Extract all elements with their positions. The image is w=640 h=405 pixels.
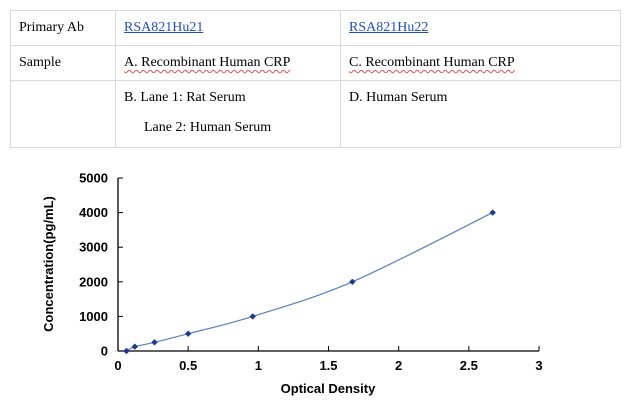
sample-c: C. Recombinant Human CRP [340, 45, 621, 81]
y-tick-label: 1000 [79, 309, 108, 324]
data-point [489, 209, 496, 216]
chart-axes [117, 178, 539, 352]
sample-label: Sample [10, 45, 116, 81]
primary-ab-link-2-text[interactable]: RSA821Hu22 [349, 20, 429, 35]
x-axis-title: Optical Density [281, 381, 376, 396]
x-tick-label: 3 [535, 358, 542, 373]
sample-a: A. Recombinant Human CRP [115, 45, 341, 81]
sample-b-line-2: Lane 2: Human Serum [144, 120, 272, 135]
sample-b-line-1: B. Lane 1: Rat Serum [124, 90, 246, 105]
x-tick-label: 2.5 [460, 358, 478, 373]
antibody-info-table: Primary Ab RSA821Hu21 RSA821Hu22 Sample … [10, 10, 621, 148]
standard-curve-chart: 0 0.5 1 1.5 2 2.5 3 0 1000 2000 3000 4000 5000 Optic… [41, 171, 543, 397]
data-point [151, 339, 158, 346]
data-point [249, 313, 256, 320]
x-tick-label: 1 [255, 358, 262, 373]
data-point [349, 278, 356, 285]
primary-ab-link-2[interactable]: RSA821Hu22 [340, 10, 621, 46]
empty-label-cell [10, 80, 116, 148]
x-tick-label: 1.5 [319, 358, 337, 373]
primary-ab-label: Primary Ab [10, 10, 116, 46]
data-point [123, 347, 130, 355]
sample-d: D. Human Serum [340, 80, 621, 148]
data-point [184, 330, 192, 337]
y-tick-label: 5000 [79, 171, 108, 186]
table-row: Sample A. Recombinant Human CRP C. Recom… [10, 45, 621, 81]
primary-ab-link-1-text[interactable]: RSA821Hu21 [124, 20, 204, 35]
sample-b: B. Lane 1: Rat Serum Lane 2: Human Serum [115, 80, 341, 148]
series-markers [123, 209, 496, 355]
y-tick-label: 0 [101, 344, 108, 359]
data-point [131, 343, 139, 350]
chart-ticks: 0 0.5 1 1.5 2 2.5 3 0 1000 2000 3000 4000 5000 [79, 171, 543, 374]
y-tick-label: 2000 [79, 274, 108, 289]
table-row: B. Lane 1: Rat Serum Lane 2: Human Serum… [10, 80, 621, 148]
primary-ab-link-1[interactable]: RSA821Hu21 [115, 10, 341, 46]
y-tick-label: 4000 [79, 205, 108, 220]
y-tick-label: 3000 [79, 240, 108, 255]
y-axis-title: Concentration(pg/mL) [41, 196, 56, 332]
table-row: Primary Ab RSA821Hu21 RSA821Hu22 [10, 10, 621, 46]
sample-a-text: A. Recombinant Human CRP [124, 55, 291, 70]
x-tick-label: 0.5 [179, 358, 197, 373]
series-line [126, 212, 493, 352]
x-tick-label: 0 [114, 358, 121, 373]
sample-c-text: C. Recombinant Human CRP [349, 55, 515, 70]
x-tick-label: 2 [395, 358, 402, 373]
